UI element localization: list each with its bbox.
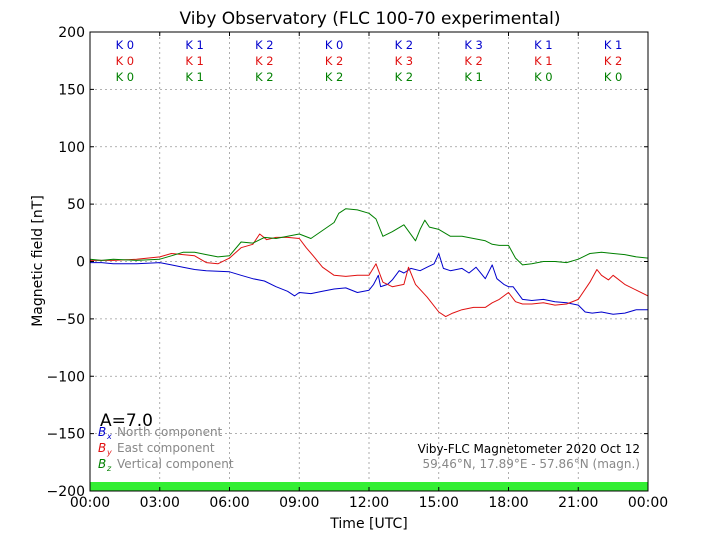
legend-label: East component (117, 441, 215, 455)
x-axis-label: Time [UTC] (329, 516, 407, 532)
k-index-label: K 1 (185, 38, 204, 52)
series-line (89, 208, 649, 266)
activity-bar-fill (90, 482, 648, 491)
k-index-label: K 2 (604, 54, 623, 68)
y-tick-label: −50 (55, 312, 85, 328)
k-index-label: K 1 (185, 54, 204, 68)
k-index-label: K 0 (534, 70, 553, 84)
series-line (90, 233, 649, 318)
k-index-label: K 2 (255, 70, 274, 84)
k-index-label: K 1 (185, 70, 204, 84)
k-index-label: K 1 (534, 38, 553, 52)
x-tick-label: 21:00 (558, 495, 598, 511)
x-tick-label: 00:00 (70, 495, 110, 511)
k-index-label: K 2 (395, 70, 414, 84)
y-tick-label: −200 (47, 484, 85, 500)
k-index-label: K 2 (325, 70, 344, 84)
k-index-table: K 0 K 1 K 2 K 0 K 2 K 3 K 1 K 1 K 0 K 1 K 2 K 2 K 3 K… (116, 38, 623, 84)
y-tick-label: 50 (67, 197, 85, 213)
grid-lines (90, 32, 648, 491)
k-index-label: K 0 (116, 70, 135, 84)
legend-label: Vertical component (117, 457, 234, 471)
x-tick-label: 15:00 (419, 495, 459, 511)
x-tick-label: 09:00 (279, 495, 319, 511)
k-index-label: K 1 (464, 70, 483, 84)
legend-subscript: z (106, 464, 112, 473)
y-tick-label: 0 (76, 255, 85, 271)
legend-subscript: x (106, 432, 112, 441)
y-tick-label: 150 (58, 82, 85, 98)
legend-symbol: B (98, 425, 106, 439)
y-tick-label: −100 (47, 369, 85, 385)
legend-subscript: y (106, 448, 112, 457)
k-index-label: K 1 (604, 38, 623, 52)
k-index-label: K 3 (395, 54, 414, 68)
y-tick-label: 200 (58, 25, 85, 41)
y-axis-label: Magnetic field [nT] (30, 195, 46, 327)
y-tick-label: −150 (47, 427, 85, 443)
x-tick-label: 18:00 (488, 495, 528, 511)
k-index-label: K 2 (255, 54, 274, 68)
series-layer (89, 208, 649, 318)
k-index-label: K 2 (464, 54, 483, 68)
axis-ticks: 00:00 03:00 06:00 09:00 12:00 15:00 18:00 21:00… (47, 25, 669, 511)
x-tick-label: 00:00 (628, 495, 668, 511)
k-index-label: K 3 (464, 38, 483, 52)
info-line-2: 59.46°N, 17.89°E - 57.86°N (magn.) (423, 457, 640, 471)
legend-label: North component (117, 425, 223, 439)
k-index-label: K 0 (604, 70, 623, 84)
a-index: A=7.0 (100, 411, 153, 431)
x-tick-label: 06:00 (209, 495, 249, 511)
series-line (90, 253, 648, 315)
info-line-1: Viby-FLC Magnetometer 2020 Oct 12 (418, 442, 640, 456)
k-index-label: K 2 (325, 54, 344, 68)
k-index-label: K 0 (325, 38, 344, 52)
k-index-label: K 0 (116, 38, 135, 52)
k-index-label: K 2 (395, 38, 414, 52)
chart-title: Viby Observatory (FLC 100-70 experimenta… (180, 9, 561, 29)
legend-symbol: B (98, 457, 106, 471)
legend-symbol: B (98, 441, 106, 455)
y-tick-label: 100 (58, 140, 85, 156)
x-tick-label: 12:00 (349, 495, 389, 511)
k-index-label: K 1 (534, 54, 553, 68)
activity-bar (90, 482, 648, 491)
x-tick-label: 03:00 (140, 495, 180, 511)
k-index-label: K 2 (255, 38, 274, 52)
k-index-label: K 0 (116, 54, 135, 68)
